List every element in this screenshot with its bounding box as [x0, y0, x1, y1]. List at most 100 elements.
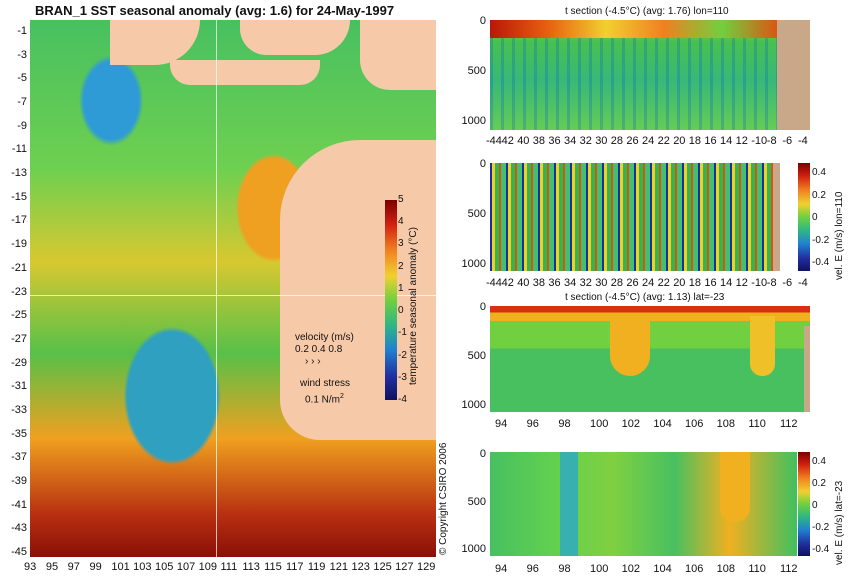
panel2-plot [490, 163, 780, 271]
y-tick-label: -19 [11, 238, 27, 251]
y-tick-label: 500 [467, 65, 486, 77]
land-indonesia-east [360, 20, 436, 90]
wind-stress-number: 0.1 N/m [305, 394, 341, 406]
colorbar-tick-label: 0.4 [812, 456, 826, 467]
x-tick-label: 42 [501, 277, 514, 289]
x-tick-label: 109 [198, 561, 218, 573]
y-tick-label: -29 [11, 356, 27, 369]
y-tick-label: 1000 [461, 115, 486, 127]
y-tick-label: -21 [11, 261, 27, 274]
x-tick-label: -8 [766, 277, 777, 289]
panel3-warm-core-2 [750, 316, 775, 376]
map-gridline-horizontal [30, 295, 436, 296]
colorbar-tick-label: 0 [398, 305, 404, 317]
x-tick-label: 32 [579, 277, 592, 289]
y-tick-label: 0 [479, 448, 486, 460]
colorbar-tick-label: 0 [812, 212, 818, 223]
y-tick-label: -45 [11, 546, 27, 558]
panel4-plot [490, 452, 797, 556]
x-tick-label: 22 [657, 135, 670, 147]
panel1-surface-warm [490, 20, 780, 38]
y-tick-label: -15 [11, 190, 27, 203]
colorbar-tick-label: -2 [398, 349, 407, 361]
y-tick-label: -17 [11, 214, 27, 227]
y-tick-label: 1000 [461, 399, 486, 411]
x-tick-label: -44 [486, 135, 502, 147]
x-tick-label: 123 [351, 561, 370, 573]
x-tick-label: 28 [610, 277, 624, 289]
panel3-title: t section (-4.5°C) (avg: 1.13) lat=-23 [565, 292, 725, 303]
x-tick-label: 96 [526, 418, 539, 430]
x-tick-label: 94 [495, 563, 508, 575]
x-tick-label: 98 [558, 418, 571, 430]
land-java [170, 60, 320, 85]
y-tick-label: 500 [467, 350, 486, 362]
colorbar-tick-label: -0.2 [812, 234, 830, 246]
y-tick-label: 500 [467, 495, 486, 508]
x-tick-label: 119 [307, 561, 326, 573]
x-tick-label: 24 [642, 277, 655, 289]
x-tick-label: 104 [653, 418, 672, 430]
y-tick-label: -5 [17, 72, 27, 85]
y-tick-label: -13 [11, 167, 27, 180]
y-tick-label: -25 [11, 309, 27, 322]
y-tick-label: -9 [17, 119, 27, 132]
panel3-plot [490, 306, 810, 412]
x-tick-label: 110 [748, 418, 766, 430]
x-tick-label: 103 [133, 561, 152, 573]
x-tick-label: 28 [610, 135, 624, 147]
land-borneo [240, 20, 350, 55]
colorbar-tick-label: 5 [398, 194, 404, 205]
x-tick-label: 20 [673, 135, 686, 147]
colorbar-tick-label: 0.2 [812, 189, 826, 201]
colorbar-tick-label: 3 [398, 238, 404, 250]
colorbar-tick-label: 4 [398, 216, 404, 228]
x-tick-label: 34 [564, 277, 577, 289]
wind-stress-value: 0.1 N/m2 [305, 393, 344, 405]
map-colorbar [385, 200, 397, 400]
colorbar-tick-label: 0.4 [812, 167, 826, 178]
x-tick-label: 100 [590, 418, 609, 430]
colorbar-tick-label: -3 [398, 371, 407, 383]
y-tick-label: -1 [17, 25, 27, 37]
y-tick-label: -35 [11, 427, 27, 440]
y-tick-label: -7 [17, 96, 27, 109]
x-tick-label: 93 [24, 561, 37, 573]
colorbar-tick-label: -0.2 [812, 522, 830, 533]
x-tick-label: 107 [176, 561, 196, 573]
x-tick-label: 16 [704, 135, 717, 147]
x-tick-label: 14 [720, 277, 733, 289]
y-tick-label: 1000 [461, 258, 486, 270]
x-tick-label: -4 [798, 277, 808, 289]
wind-stress-label: wind stress [300, 378, 351, 389]
x-tick-label: 106 [685, 418, 704, 430]
x-tick-label: 102 [621, 563, 641, 575]
colorbar-tick-label: 2 [398, 260, 404, 272]
x-tick-label: 99 [89, 561, 102, 573]
x-tick-label: 108 [716, 418, 736, 430]
x-tick-label: -6 [782, 135, 793, 147]
panel2-colorbar [798, 163, 810, 271]
panel4-warm-jet [720, 452, 750, 522]
x-tick-label: 42 [501, 135, 514, 147]
land-australia [280, 140, 436, 440]
x-tick-label: 38 [532, 135, 546, 147]
y-tick-label: -33 [11, 403, 27, 416]
y-tick-label: 0 [479, 301, 486, 313]
velocity-values: 0.2 0.4 0.8 [295, 344, 343, 355]
x-tick-label: 112 [780, 563, 798, 575]
y-tick-label: -43 [11, 522, 27, 535]
colorbar-tick-label: -4 [398, 394, 407, 405]
panel4-cool-jet [560, 452, 578, 556]
panel2-colorbar-label: vel. E (m/s) lon=110 [834, 191, 845, 280]
colorbar-tick-label: 0.2 [812, 478, 826, 489]
panel1-title: t section (-4.5°C) (avg: 1.76) lon=110 [565, 6, 729, 17]
x-tick-label: -44 [486, 277, 502, 289]
y-tick-label: -23 [11, 285, 27, 298]
x-tick-label: 95 [45, 561, 59, 573]
x-tick-label: 24 [642, 135, 655, 147]
x-tick-label: 26 [626, 277, 639, 289]
y-tick-label: -39 [11, 474, 27, 487]
y-tick-label: -41 [11, 498, 27, 511]
x-tick-label: 111 [220, 561, 238, 573]
